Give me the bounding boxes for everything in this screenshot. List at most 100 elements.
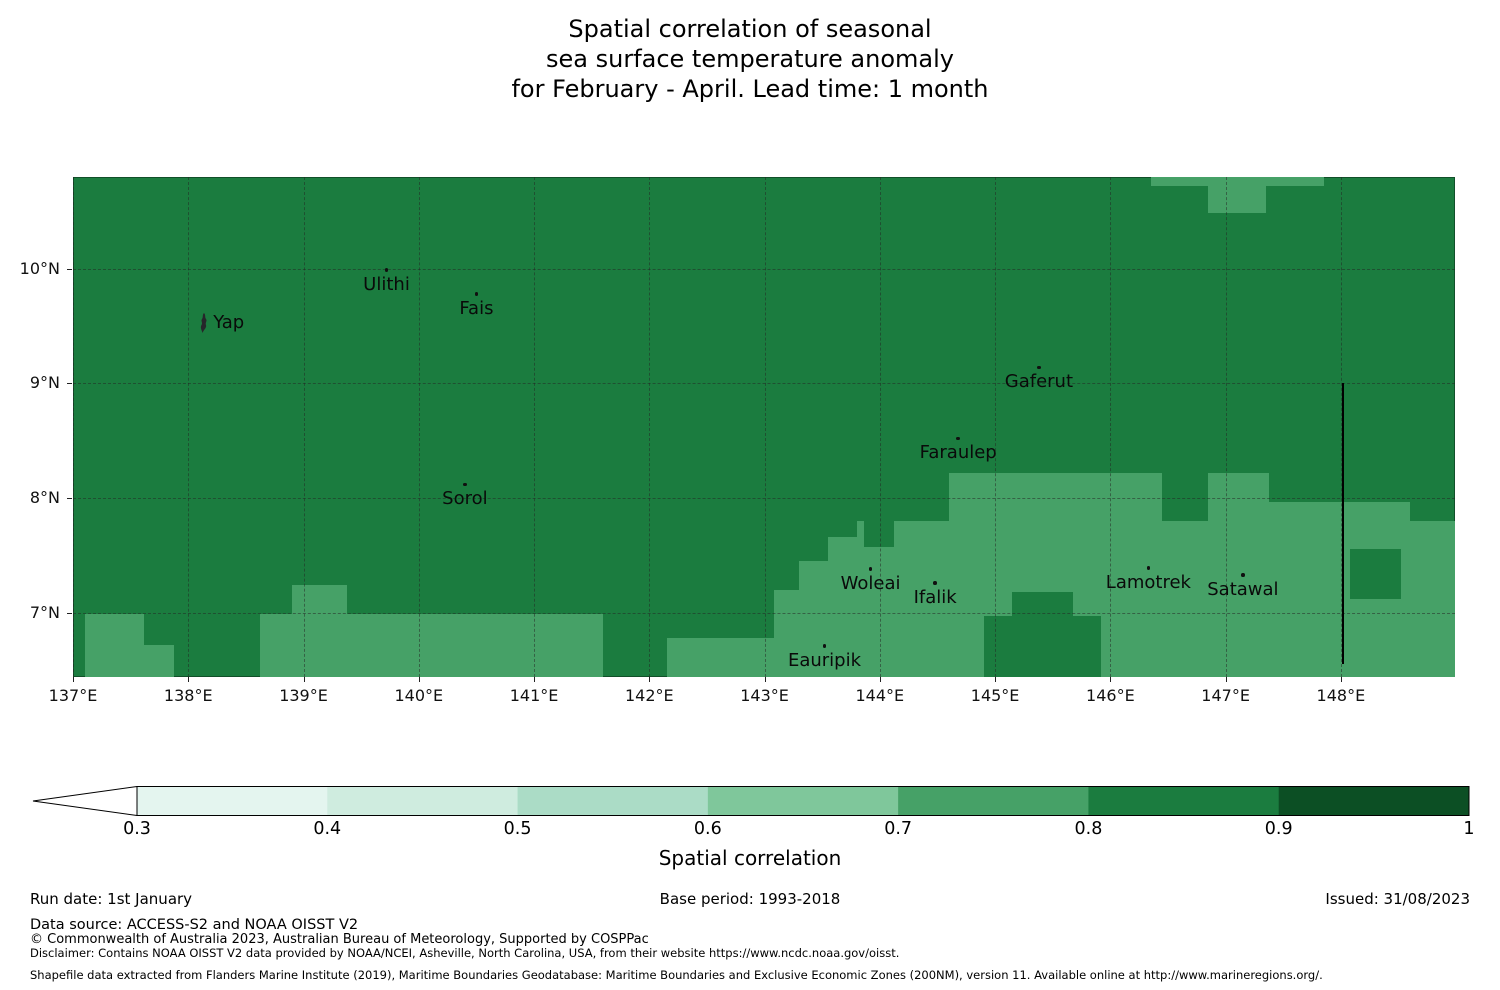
island-label: Sorol xyxy=(442,488,488,510)
y-axis: 7°N 8°N 9°N 10°N xyxy=(0,177,62,677)
x-axis-tick-label: 142°E xyxy=(624,686,674,705)
heatmap-patch xyxy=(1012,592,1074,617)
island-label: Yap xyxy=(213,311,245,333)
heatmap-patch xyxy=(983,616,1102,677)
heatmap-patch xyxy=(773,521,800,590)
island-marker-dot xyxy=(822,644,827,648)
colorbar-tick-label: 0.4 xyxy=(313,819,342,839)
y-axis-tick xyxy=(67,498,72,500)
x-axis-tick-label: 148°E xyxy=(1316,686,1366,705)
island-marker-dot xyxy=(384,268,389,272)
island-label: Lamotrek xyxy=(1105,572,1191,594)
x-axis-tick xyxy=(188,677,190,682)
issued-date-text: Issued: 31/08/2023 xyxy=(1325,890,1470,908)
x-axis-tick-label: 143°E xyxy=(740,686,789,705)
colorbar-ticks: 0.3 0.4 0.5 0.6 0.7 0.8 0.9 1 xyxy=(32,819,1474,841)
disclaimer-text: Disclaimer: Contains NOAA OISST V2 data … xyxy=(30,946,900,960)
gridline-horizontal xyxy=(73,268,1455,270)
heatmap-patch xyxy=(1150,177,1324,187)
x-axis-tick xyxy=(73,677,74,682)
heatmap-patch xyxy=(827,521,857,538)
x-axis-tick-label: 146°E xyxy=(1086,686,1135,705)
gridline-vertical xyxy=(534,177,536,677)
x-axis-tick-label: 147°E xyxy=(1201,686,1250,705)
heatmap-patch xyxy=(948,472,1163,522)
island-label: Woleai xyxy=(840,573,901,595)
y-axis-tick-label: 7°N xyxy=(29,602,60,622)
gridline-vertical xyxy=(1225,177,1227,677)
island-label: Satawal xyxy=(1207,578,1279,600)
chart-title-line-3: for February - April. Lead time: 1 month xyxy=(511,75,989,103)
y-axis-ticks xyxy=(67,177,73,677)
colorbar-svg xyxy=(32,785,1470,817)
y-axis-tick-label: 9°N xyxy=(29,373,60,393)
x-axis-tick xyxy=(1225,677,1227,682)
colorbar-segment xyxy=(707,786,899,816)
colorbar-segment xyxy=(898,786,1090,816)
x-axis-tick xyxy=(995,677,997,682)
map-canvas: Yap Ulithi Fais Gaferut Faraulep Sorol Woleai I… xyxy=(73,177,1455,677)
colorbar-tick-label: 0.7 xyxy=(884,819,913,839)
x-axis-tick-label: 138°E xyxy=(163,686,213,705)
y-axis-tick-label: 10°N xyxy=(19,258,60,278)
x-axis-tick xyxy=(764,677,766,682)
gridline-vertical xyxy=(1110,177,1112,677)
chart-title-line-2: sea surface temperature anomaly xyxy=(546,45,954,73)
x-axis-tick xyxy=(649,677,651,682)
island-marker-dot xyxy=(463,482,467,487)
x-axis-tick-label: 137°E xyxy=(48,686,98,705)
copyright-text: © Commonwealth of Australia 2023, Austra… xyxy=(30,932,649,947)
gridline-vertical xyxy=(188,177,190,677)
island-marker-dot xyxy=(956,436,960,441)
gridline-vertical xyxy=(1340,177,1342,677)
island-marker-dot xyxy=(474,292,479,296)
y-axis-tick xyxy=(67,383,72,385)
chart-title: Spatial correlation of seasonal sea surf… xyxy=(0,14,1500,104)
eez-boundary-line xyxy=(1342,383,1345,665)
gridline-horizontal xyxy=(73,383,1455,385)
island-label: Fais xyxy=(459,297,494,319)
island-label: Gaferut xyxy=(1004,371,1074,393)
heatmap-patch xyxy=(666,638,774,677)
colorbar-tick-label: 0.3 xyxy=(123,819,151,839)
gridline-vertical xyxy=(73,177,74,677)
x-axis-tick xyxy=(1110,677,1112,682)
heatmap-patch xyxy=(144,644,175,677)
x-axis-tick xyxy=(879,677,881,682)
heatmap-patch xyxy=(84,613,145,677)
island-marker-dot xyxy=(1241,573,1245,577)
y-axis-tick xyxy=(67,268,72,270)
x-axis-tick xyxy=(1340,677,1342,682)
base-period-text: Base period: 1993-2018 xyxy=(659,890,841,908)
colorbar-tick-label: 0.5 xyxy=(503,819,532,839)
heatmap-patch xyxy=(291,585,348,614)
island-marker-dot xyxy=(933,581,937,585)
colorbar-segment xyxy=(137,786,329,816)
x-axis-ticks xyxy=(73,677,1455,683)
gridline-vertical xyxy=(418,177,420,677)
island-label: Faraulep xyxy=(919,442,997,464)
y-axis-tick xyxy=(67,612,72,614)
heatmap-patch xyxy=(863,521,894,548)
heatmap-patch xyxy=(1269,501,1411,522)
x-axis-tick-label: 139°E xyxy=(279,686,328,705)
heatmap-patch xyxy=(1350,548,1401,599)
colorbar-segment xyxy=(517,786,709,816)
heatmap-patch xyxy=(1208,472,1270,522)
x-axis: 137°E 138°E 139°E 140°E 141°E 142°E 143°E 144°E… xyxy=(49,686,1455,708)
x-axis-tick-label: 141°E xyxy=(509,686,559,705)
island-marker-dot xyxy=(1146,566,1151,570)
x-axis-tick xyxy=(303,677,305,682)
chart-title-line-1: Spatial correlation of seasonal xyxy=(568,15,932,43)
gridline-vertical xyxy=(303,177,305,677)
run-date-text: Run date: 1st January xyxy=(30,890,193,908)
gridline-vertical xyxy=(995,177,997,677)
island-glyph xyxy=(201,312,207,333)
colorbar xyxy=(32,785,1470,817)
colorbar-outline xyxy=(136,786,1470,816)
yap-island-shape xyxy=(197,312,210,337)
colorbar-tick-label: 0.6 xyxy=(693,819,722,839)
island-marker-dot xyxy=(1037,365,1041,370)
gridline-vertical xyxy=(649,177,651,677)
y-axis-tick-label: 8°N xyxy=(29,488,60,508)
